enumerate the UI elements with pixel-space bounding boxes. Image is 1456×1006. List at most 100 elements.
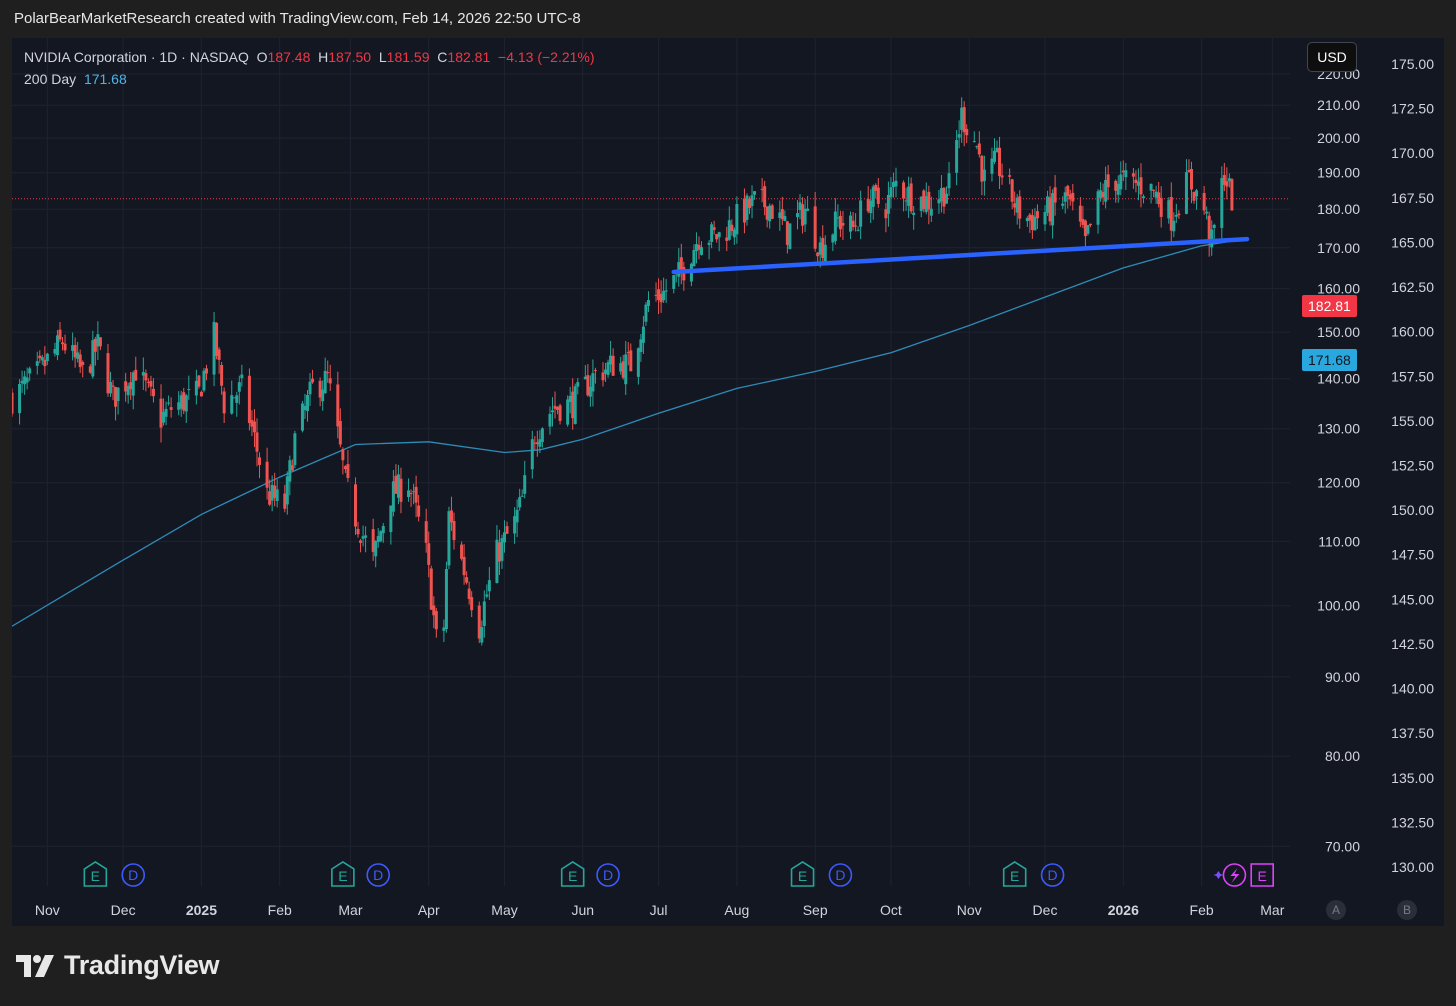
secondary-y-tick-label: 172.50	[1391, 101, 1434, 117]
price-chart[interactable]: 70.00 80.00 90.00 100.00 110.00 120.00 130.00 1…	[12, 38, 1444, 926]
ma-200-line	[12, 240, 1232, 627]
candle-body	[364, 535, 368, 538]
candle-body	[182, 392, 186, 411]
currency-button[interactable]: USD	[1307, 42, 1357, 72]
candle-body	[300, 403, 304, 431]
candle-body	[1114, 180, 1118, 191]
candle-body	[566, 399, 570, 425]
sparkle-icon	[1213, 871, 1224, 879]
auto-scale-button[interactable]: A	[1326, 900, 1346, 920]
candle-body	[159, 398, 163, 428]
candle-body	[753, 191, 757, 195]
secondary-y-tick-label: 152.50	[1391, 458, 1434, 474]
candle-body	[571, 391, 575, 419]
earnings-marker	[83, 861, 108, 887]
secondary-y-tick-label: 165.00	[1391, 234, 1434, 250]
candle-body	[515, 509, 519, 523]
candle-body	[1096, 191, 1100, 225]
candle-body	[470, 597, 474, 611]
candle-body	[854, 225, 858, 227]
candle-body	[341, 449, 345, 461]
candle-body	[768, 205, 772, 222]
candle-body	[1189, 168, 1193, 190]
candle-body	[12, 392, 14, 414]
x-tick-label: Feb	[1190, 902, 1214, 918]
tradingview-mark-icon	[16, 954, 54, 977]
candle-body	[258, 457, 262, 465]
candle-body	[1195, 190, 1199, 197]
candle-body	[346, 464, 350, 478]
candle-body	[1205, 211, 1209, 214]
secondary-y-tick-label: 155.00	[1391, 413, 1434, 429]
candle-body	[394, 475, 398, 494]
candle-body	[106, 353, 110, 394]
candle-body	[1008, 175, 1012, 177]
candle-body	[1167, 200, 1171, 219]
candle-body	[1172, 220, 1176, 232]
candle-body	[977, 143, 981, 155]
legend-low: 181.59	[386, 49, 430, 65]
candle-body	[1035, 211, 1039, 219]
x-tick-label: Dec	[1033, 902, 1058, 918]
candle-body	[412, 491, 416, 493]
candle-body	[361, 536, 365, 539]
x-tick-label: Nov	[957, 902, 982, 918]
chart-panel[interactable]: 70.00 80.00 90.00 100.00 110.00 120.00 130.00 1…	[12, 38, 1444, 926]
candle-body	[654, 294, 658, 296]
candle-body	[533, 442, 537, 444]
candle-body	[503, 532, 507, 543]
legend-ma-name[interactable]: 200 Day	[24, 71, 77, 87]
candle-body	[177, 402, 181, 410]
candle-body	[35, 361, 39, 366]
candle-body	[1121, 170, 1125, 173]
candle-body	[1131, 173, 1135, 177]
legend-symbol[interactable]: NVIDIA Corporation · 1D · NASDAQ	[24, 49, 249, 65]
candle-body	[232, 397, 236, 399]
candle-body	[293, 433, 297, 466]
candle-body	[141, 372, 145, 376]
candle-body	[876, 187, 880, 204]
candle-body	[414, 486, 418, 503]
axis-settings-button[interactable]: B	[1397, 900, 1417, 920]
candle-body	[38, 355, 42, 359]
candle-body	[912, 212, 916, 215]
candle-body	[275, 489, 279, 501]
candle-body	[1134, 179, 1138, 184]
candle-body	[1063, 192, 1067, 202]
candle-body	[1184, 172, 1188, 214]
candle-body	[197, 375, 201, 387]
candle-body	[217, 349, 221, 360]
candle-body	[780, 209, 784, 220]
candle-body	[318, 380, 322, 398]
x-tick-label: May	[491, 902, 517, 918]
candle-body	[1202, 193, 1206, 211]
candle-body	[149, 381, 153, 387]
candle-body	[338, 420, 342, 445]
candle-body	[798, 202, 802, 210]
candle-body	[1061, 203, 1065, 206]
candle-body	[1119, 174, 1123, 190]
candle-body	[1051, 193, 1055, 226]
candle-body	[725, 237, 729, 241]
candle-body	[965, 128, 969, 136]
candle-body	[273, 485, 277, 498]
candle-body	[1152, 189, 1156, 191]
candle-body	[538, 439, 542, 447]
candle-body	[220, 364, 224, 386]
earnings-marker-label: E	[1010, 868, 1019, 884]
candle-body	[1136, 181, 1140, 186]
candle-body	[399, 478, 403, 502]
candle-body	[467, 588, 471, 599]
candle-body	[1013, 203, 1017, 208]
candle-body	[1028, 214, 1032, 221]
candle-body	[788, 223, 792, 249]
candle-body	[742, 198, 746, 223]
candle-body	[250, 420, 254, 427]
candle-body	[434, 611, 438, 630]
candle-body	[379, 531, 383, 542]
candle-body	[1086, 225, 1090, 234]
candle-body	[283, 493, 287, 509]
candle-body	[126, 385, 130, 396]
candle-body	[995, 147, 999, 153]
candle-body	[371, 529, 375, 552]
